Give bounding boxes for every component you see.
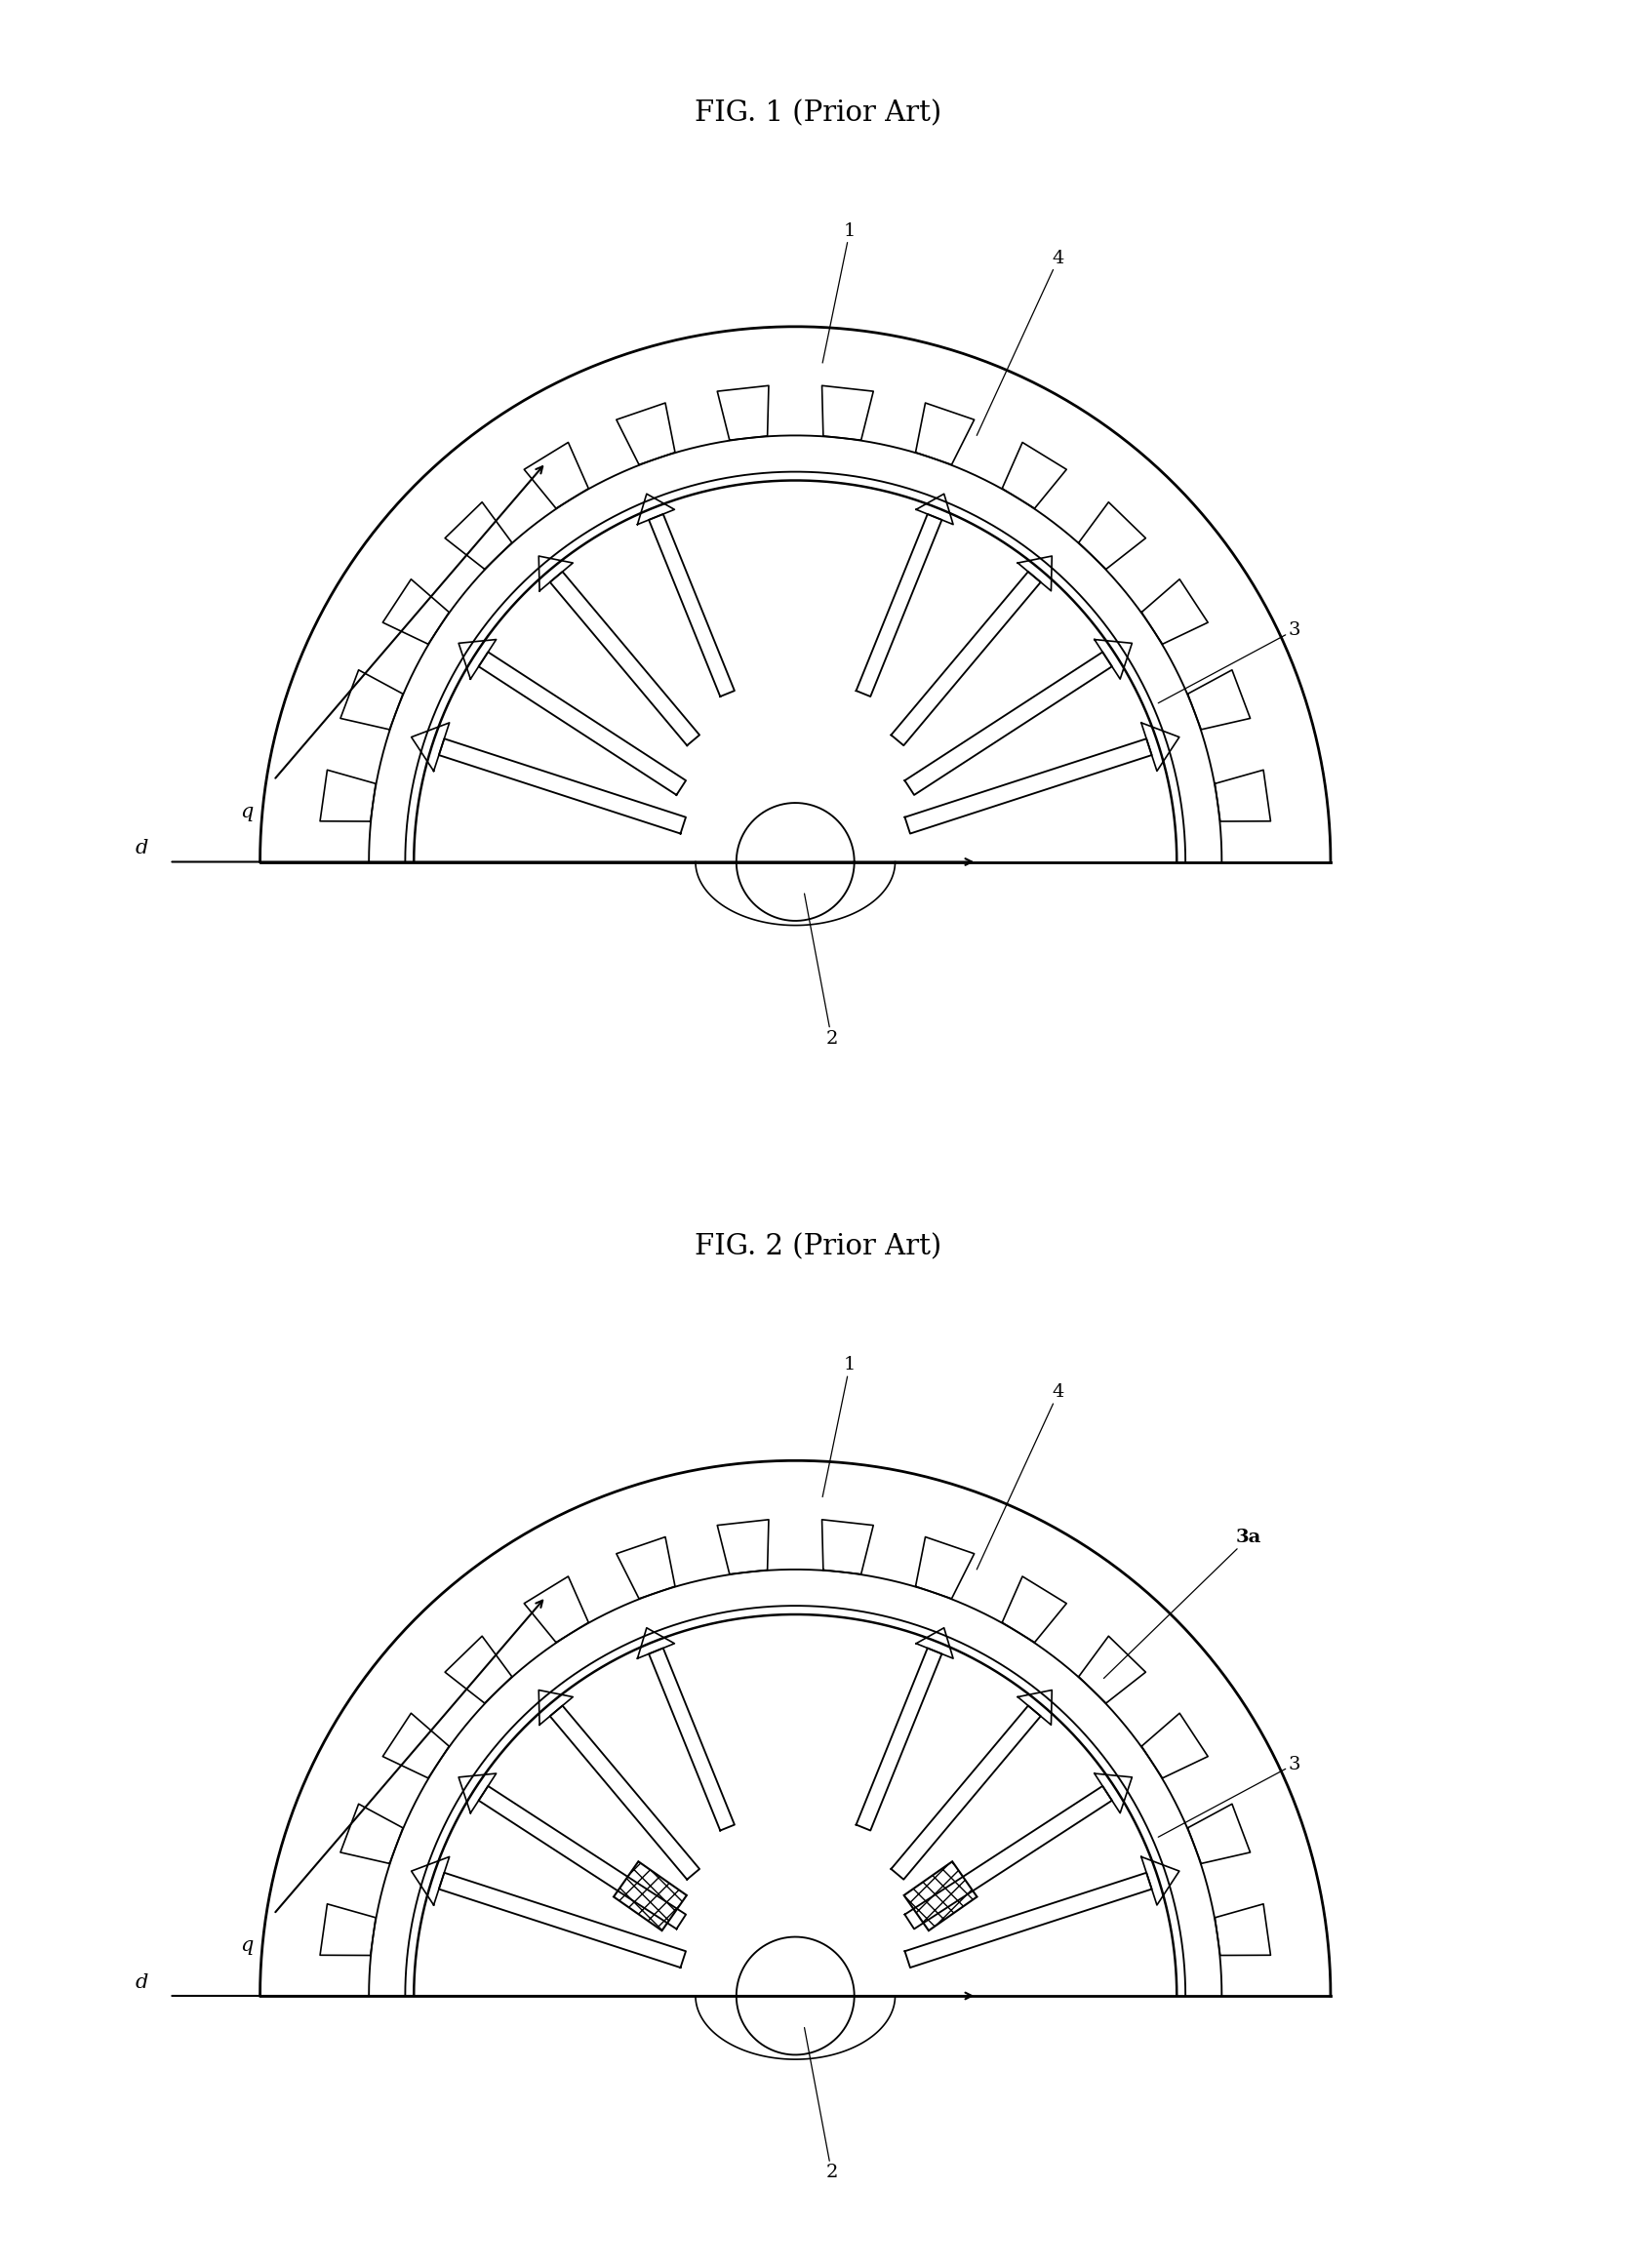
Text: 2: 2 bbox=[805, 894, 838, 1048]
Text: FIG. 1 (Prior Art): FIG. 1 (Prior Art) bbox=[695, 100, 941, 127]
Text: 4: 4 bbox=[977, 1383, 1065, 1569]
Text: d: d bbox=[136, 839, 149, 857]
Text: FIG. 2 (Prior Art): FIG. 2 (Prior Art) bbox=[695, 1234, 941, 1261]
Text: 3: 3 bbox=[1158, 621, 1301, 703]
Text: 4: 4 bbox=[977, 249, 1065, 435]
Text: q: q bbox=[240, 1937, 254, 1955]
Text: 3a: 3a bbox=[1104, 1529, 1261, 1678]
Text: q: q bbox=[240, 803, 254, 821]
Text: d: d bbox=[136, 1973, 149, 1991]
Polygon shape bbox=[614, 1862, 687, 1930]
Polygon shape bbox=[905, 1862, 977, 1930]
Text: 1: 1 bbox=[823, 1356, 856, 1497]
Text: 2: 2 bbox=[805, 2028, 838, 2182]
Text: 3: 3 bbox=[1158, 1755, 1301, 1837]
Text: 1: 1 bbox=[823, 222, 856, 363]
